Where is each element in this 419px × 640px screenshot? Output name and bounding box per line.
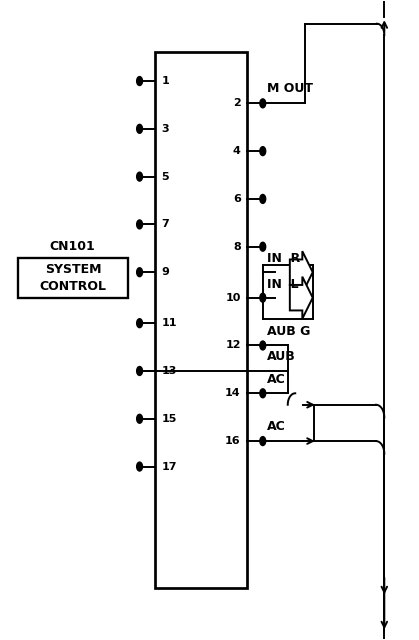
Text: AUB: AUB [267, 350, 296, 364]
Text: 2: 2 [233, 99, 241, 108]
Circle shape [137, 220, 142, 229]
Circle shape [260, 243, 266, 251]
Bar [155, 52, 247, 588]
Circle shape [137, 124, 142, 133]
Text: 3: 3 [162, 124, 169, 134]
Circle shape [260, 293, 266, 302]
Text: 12: 12 [225, 340, 241, 351]
Text: AC: AC [267, 420, 286, 433]
Text: IN  R: IN R [267, 252, 300, 265]
Circle shape [260, 436, 266, 445]
Text: AC: AC [267, 372, 286, 386]
Text: 14: 14 [225, 388, 241, 398]
Text: 8: 8 [233, 242, 241, 252]
Polygon shape [290, 276, 313, 319]
Bar [18, 258, 128, 298]
Text: AUB G: AUB G [267, 325, 310, 338]
Text: IN  L: IN L [267, 278, 299, 291]
Text: 5: 5 [162, 172, 169, 182]
Circle shape [260, 99, 266, 108]
Text: CN101: CN101 [49, 240, 95, 253]
Text: 7: 7 [162, 220, 169, 229]
Text: CONTROL: CONTROL [40, 280, 107, 293]
Circle shape [260, 147, 266, 156]
Text: 6: 6 [233, 194, 241, 204]
Circle shape [260, 389, 266, 397]
Circle shape [137, 462, 142, 471]
Circle shape [137, 367, 142, 376]
Circle shape [137, 268, 142, 276]
Circle shape [137, 414, 142, 423]
Circle shape [260, 341, 266, 350]
Text: 13: 13 [162, 366, 177, 376]
Circle shape [137, 77, 142, 86]
Text: 17: 17 [162, 461, 177, 472]
Polygon shape [290, 251, 313, 293]
Text: M OUT: M OUT [267, 82, 313, 95]
Circle shape [137, 172, 142, 181]
Text: 10: 10 [225, 292, 241, 303]
Text: 16: 16 [225, 436, 241, 446]
Text: 15: 15 [162, 414, 177, 424]
Circle shape [137, 319, 142, 328]
Text: 4: 4 [233, 146, 241, 156]
Text: SYSTEM: SYSTEM [45, 263, 101, 276]
Text: 9: 9 [162, 268, 170, 277]
Circle shape [260, 195, 266, 204]
Text: 11: 11 [162, 318, 177, 328]
Text: 1: 1 [162, 76, 169, 86]
